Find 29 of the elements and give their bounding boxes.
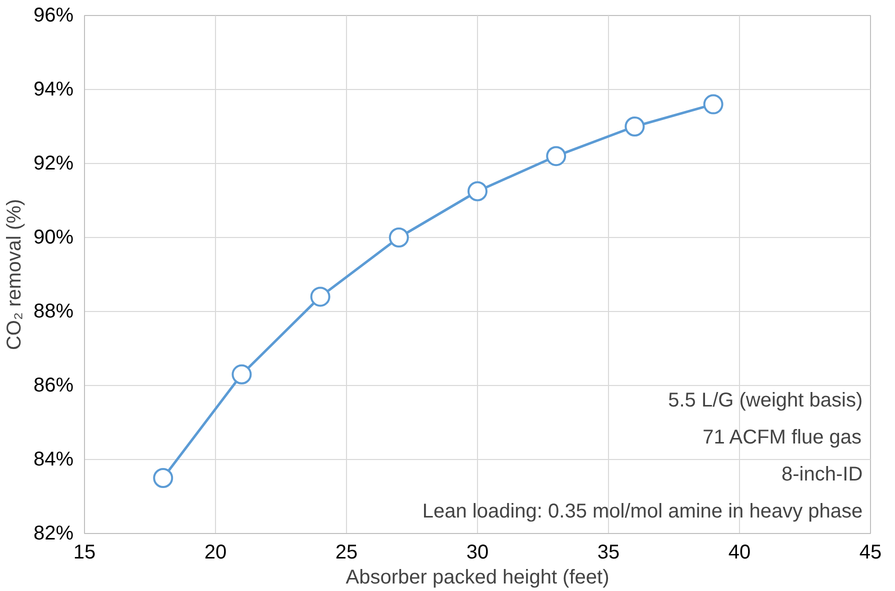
annotation: Lean loading: 0.35 mol/mol amine in heavy phase <box>422 500 863 522</box>
point <box>310 286 330 307</box>
point <box>703 94 724 114</box>
point <box>153 468 174 488</box>
y-tick-label: 84% <box>33 448 74 470</box>
x-tick-label: 30 <box>466 542 489 564</box>
x-tick-label: 15 <box>73 542 96 564</box>
y-axis-title: CO₂ removal (%) <box>3 198 26 350</box>
y-tick-label: 90% <box>33 226 74 248</box>
y-tick-label: 86% <box>33 374 74 396</box>
annotation: 8-inch-ID <box>782 463 863 486</box>
point <box>468 181 488 202</box>
x-tick-label: 35 <box>597 542 620 564</box>
y-tick-label: 96% <box>33 4 74 26</box>
x-axis-title: Absorber packed height (feet) <box>346 566 610 588</box>
x-tick-label: 25 <box>335 542 358 564</box>
annotation: 71 ACFM flue gas <box>702 426 862 448</box>
point <box>232 364 252 384</box>
point <box>624 116 645 136</box>
y-tick-label: 88% <box>33 300 74 322</box>
annotation: 5.5 L/G (weight basis) <box>668 389 863 412</box>
point <box>388 228 409 248</box>
y-tick-label: 94% <box>33 78 74 100</box>
x-tick-label: 20 <box>204 542 227 564</box>
x-tick-label: 40 <box>728 542 751 564</box>
x-tick-label: 45 <box>859 542 882 564</box>
point <box>546 146 566 166</box>
y-tick-label: 92% <box>33 152 74 174</box>
y-tick-label: 82% <box>33 522 74 544</box>
